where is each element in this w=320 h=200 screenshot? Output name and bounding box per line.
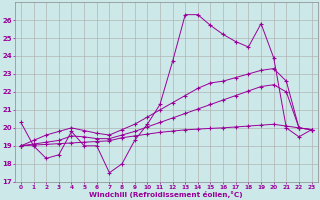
X-axis label: Windchill (Refroidissement éolien,°C): Windchill (Refroidissement éolien,°C) — [90, 191, 243, 198]
